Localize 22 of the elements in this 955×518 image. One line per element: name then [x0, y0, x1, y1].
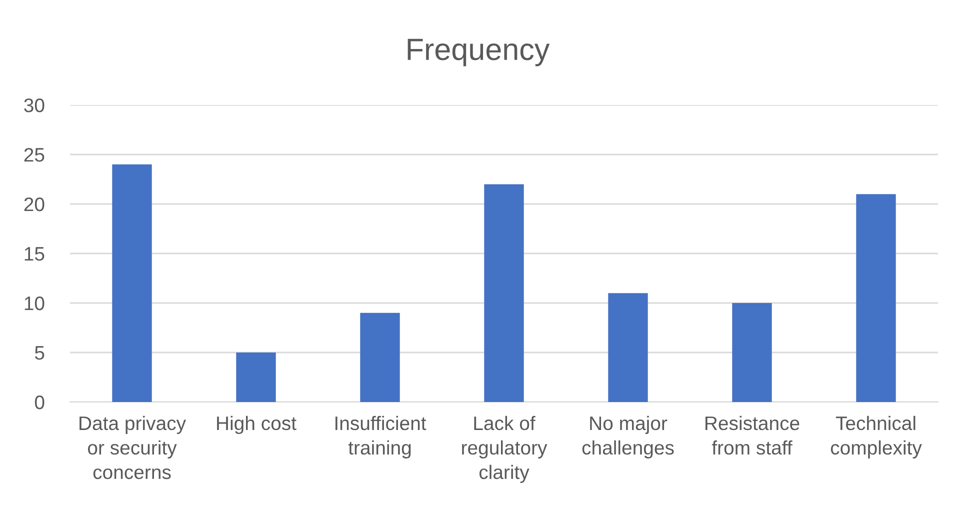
bar — [360, 312, 400, 402]
y-tick-label: 30 — [24, 98, 44, 112]
y-tick-label: 15 — [24, 247, 44, 261]
y-tick-label: 5 — [34, 346, 44, 360]
y-tick-label: 25 — [24, 148, 44, 162]
x-tick-label: Data privacy or security concerns — [80, 416, 186, 480]
chart-title: Frequency — [408, 38, 550, 66]
x-tick-label: No major challenges — [582, 416, 674, 458]
bar — [236, 352, 276, 402]
bar — [112, 164, 152, 402]
x-tick-label: Resistance from staff — [706, 416, 800, 455]
x-tick-label: High cost — [217, 416, 296, 434]
bar — [608, 293, 648, 402]
x-tick-label: Technical complexity — [830, 416, 922, 458]
bar — [732, 303, 772, 402]
x-tick-label: Lack of regulatory clarity — [462, 416, 548, 483]
y-tick-label: 0 — [34, 395, 44, 410]
x-tick-label: Insufficient training — [335, 416, 426, 458]
y-tick-label: 10 — [24, 296, 44, 310]
bar — [856, 194, 896, 402]
bar — [484, 184, 524, 402]
y-tick-label: 20 — [24, 197, 44, 212]
